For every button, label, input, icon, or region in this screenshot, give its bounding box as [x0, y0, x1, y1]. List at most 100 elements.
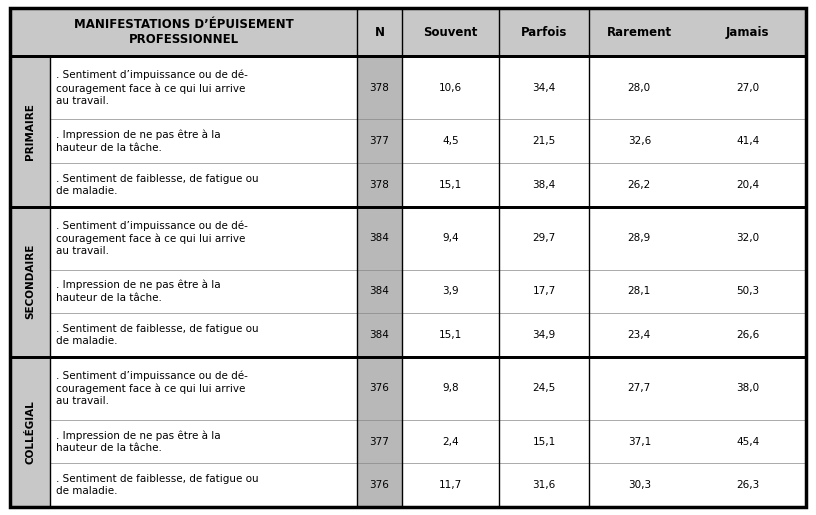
Text: 384: 384 [370, 286, 389, 297]
Bar [589, 357, 690, 420]
Text: 41,4: 41,4 [736, 136, 760, 146]
Text: 15,1: 15,1 [439, 330, 462, 340]
Bar [499, 207, 589, 270]
Text: 376: 376 [370, 480, 389, 490]
Text: 2,4: 2,4 [442, 437, 459, 447]
Text: 376: 376 [370, 383, 389, 393]
Text: . Sentiment de faiblesse, de fatigue ou
de maladie.: . Sentiment de faiblesse, de fatigue ou … [56, 324, 259, 346]
Bar [690, 119, 806, 163]
Text: 32,6: 32,6 [628, 136, 651, 146]
Text: 9,8: 9,8 [442, 383, 459, 393]
Bar [690, 270, 806, 313]
Text: 26,6: 26,6 [736, 330, 760, 340]
Text: Jamais: Jamais [726, 26, 769, 39]
Text: 31,6: 31,6 [532, 480, 556, 490]
Bar [10, 8, 806, 57]
Text: 38,4: 38,4 [532, 180, 556, 190]
Bar [589, 420, 690, 464]
Bar [499, 464, 589, 507]
Bar [589, 163, 690, 207]
Bar [499, 270, 589, 313]
Bar [589, 270, 690, 313]
Text: MANIFESTATIONS D’ÉPUISEMENT
PROFESSIONNEL: MANIFESTATIONS D’ÉPUISEMENT PROFESSIONNE… [73, 18, 294, 46]
Text: . Impression de ne pas être à la
hauteur de la tâche.: . Impression de ne pas être à la hauteur… [56, 280, 221, 303]
Bar [499, 357, 589, 420]
Bar [51, 357, 357, 507]
Bar [10, 57, 51, 207]
Text: 378: 378 [370, 83, 389, 93]
Bar [401, 270, 499, 313]
Bar [690, 420, 806, 464]
Bar [51, 270, 357, 313]
Text: 4,5: 4,5 [442, 136, 459, 146]
Bar [690, 163, 806, 207]
Text: Rarement: Rarement [607, 26, 672, 39]
Bar [690, 464, 806, 507]
Bar [357, 163, 401, 207]
Bar [51, 57, 357, 119]
Text: 23,4: 23,4 [628, 330, 651, 340]
Text: 3,9: 3,9 [442, 286, 459, 297]
Bar [401, 420, 499, 464]
Text: 34,9: 34,9 [532, 330, 556, 340]
Text: 29,7: 29,7 [532, 233, 556, 243]
Text: 28,0: 28,0 [628, 83, 651, 93]
Bar [357, 57, 401, 119]
Bar [10, 357, 51, 507]
Bar [401, 313, 499, 357]
Text: N: N [375, 26, 384, 39]
Text: . Sentiment de faiblesse, de fatigue ou
de maladie.: . Sentiment de faiblesse, de fatigue ou … [56, 474, 259, 496]
Bar [357, 313, 401, 357]
Bar [10, 207, 806, 357]
Text: 30,3: 30,3 [628, 480, 651, 490]
Text: 24,5: 24,5 [532, 383, 556, 393]
Bar [357, 357, 401, 420]
Text: 15,1: 15,1 [532, 437, 556, 447]
Bar [589, 57, 690, 119]
Bar [589, 119, 690, 163]
Bar [357, 207, 401, 270]
Text: 27,7: 27,7 [628, 383, 651, 393]
Bar [51, 464, 357, 507]
Bar [51, 357, 357, 420]
Text: PRIMAIRE: PRIMAIRE [25, 103, 35, 160]
Text: 384: 384 [370, 233, 389, 243]
Bar [51, 313, 357, 357]
Text: 50,3: 50,3 [736, 286, 760, 297]
Bar [357, 420, 401, 464]
Bar [51, 163, 357, 207]
Text: 28,1: 28,1 [628, 286, 651, 297]
Text: 10,6: 10,6 [439, 83, 462, 93]
Bar [51, 207, 357, 270]
Bar [589, 313, 690, 357]
Bar [499, 313, 589, 357]
Bar [401, 207, 499, 270]
Bar [10, 207, 51, 357]
Bar [589, 464, 690, 507]
Text: COLLÉGIAL: COLLÉGIAL [25, 400, 35, 464]
Bar [10, 357, 806, 507]
Text: SECONDAIRE: SECONDAIRE [25, 244, 35, 319]
Text: 11,7: 11,7 [439, 480, 462, 490]
Text: 17,7: 17,7 [532, 286, 556, 297]
Text: 27,0: 27,0 [736, 83, 760, 93]
Text: 377: 377 [370, 136, 389, 146]
Bar [10, 57, 806, 207]
Bar [357, 119, 401, 163]
Text: . Sentiment de faiblesse, de fatigue ou
de maladie.: . Sentiment de faiblesse, de fatigue ou … [56, 174, 259, 196]
Bar [51, 420, 357, 464]
Text: 384: 384 [370, 330, 389, 340]
Bar [357, 464, 401, 507]
Text: 15,1: 15,1 [439, 180, 462, 190]
Bar [401, 163, 499, 207]
Bar [51, 119, 357, 163]
Text: 26,3: 26,3 [736, 480, 760, 490]
Bar [401, 464, 499, 507]
Text: 26,2: 26,2 [628, 180, 651, 190]
Text: 378: 378 [370, 180, 389, 190]
Bar [51, 207, 357, 357]
Text: 38,0: 38,0 [736, 383, 760, 393]
Bar [499, 163, 589, 207]
Bar [690, 57, 806, 119]
Bar [499, 420, 589, 464]
